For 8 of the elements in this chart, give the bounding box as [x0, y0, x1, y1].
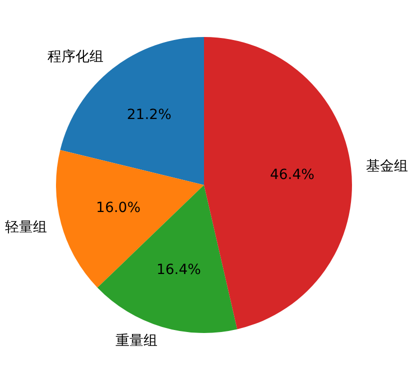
data-label: 16.4%	[156, 262, 201, 278]
slice-label: 程序化组	[47, 48, 104, 65]
data-label: 16.0%	[96, 200, 141, 216]
slice-label: 轻量组	[4, 219, 47, 236]
data-label: 21.2%	[126, 107, 172, 124]
slice-label: 重量组	[116, 333, 158, 350]
data-label: 46.4%	[270, 166, 314, 183]
slice-label: 基金组	[366, 158, 408, 175]
